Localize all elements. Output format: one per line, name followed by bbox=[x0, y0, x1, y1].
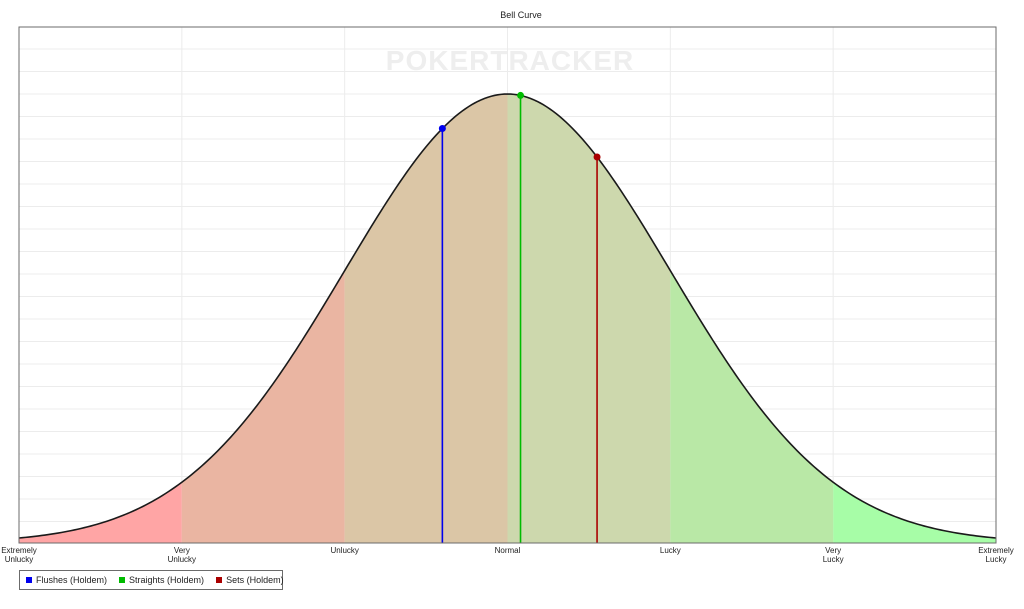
chart-title: Bell Curve bbox=[500, 10, 542, 20]
x-tick-label: Normal bbox=[495, 546, 521, 555]
legend-swatch bbox=[216, 577, 223, 583]
series-point-flushes-holdem bbox=[438, 125, 446, 133]
legend-item-straights-holdem: Straights (Holdem) bbox=[119, 575, 204, 585]
bell-curve-line bbox=[18, 93, 997, 539]
legend-item-flushes-holdem: Flushes (Holdem) bbox=[26, 575, 107, 585]
legend-label: Straights (Holdem) bbox=[129, 575, 205, 585]
legend-swatch bbox=[119, 577, 126, 583]
legend-item-sets-holdem: Sets (Holdem) bbox=[216, 575, 284, 585]
x-tick-label: Extremely Unlucky bbox=[1, 546, 37, 564]
legend-label: Sets (Holdem) bbox=[226, 575, 284, 585]
watermark-text: POKERTRACKER bbox=[386, 45, 634, 76]
x-tick-label: Very Lucky bbox=[823, 546, 844, 564]
band-area-3 bbox=[344, 94, 508, 543]
x-tick-label: Extremely Lucky bbox=[978, 546, 1014, 564]
series-point-sets-holdem bbox=[593, 153, 601, 161]
x-tick-label: Unlucky bbox=[330, 546, 358, 555]
chart-legend: Flushes (Holdem) Straights (Holdem) Sets (… bbox=[19, 570, 284, 590]
plot-frame bbox=[18, 26, 997, 544]
plot-area: POKERTRACKER Extremely Unlucky Very Unlucky U… bbox=[1, 26, 1014, 564]
band-area-4 bbox=[507, 94, 671, 543]
legend-label: Flushes (Holdem) bbox=[36, 575, 108, 585]
band-area-6 bbox=[833, 482, 996, 543]
series-point-straights-holdem bbox=[517, 91, 525, 99]
x-tick-label: Very Unlucky bbox=[168, 546, 196, 564]
band-area-1 bbox=[19, 482, 182, 543]
x-tick-label: Lucky bbox=[660, 546, 681, 555]
legend-swatch bbox=[26, 577, 32, 583]
